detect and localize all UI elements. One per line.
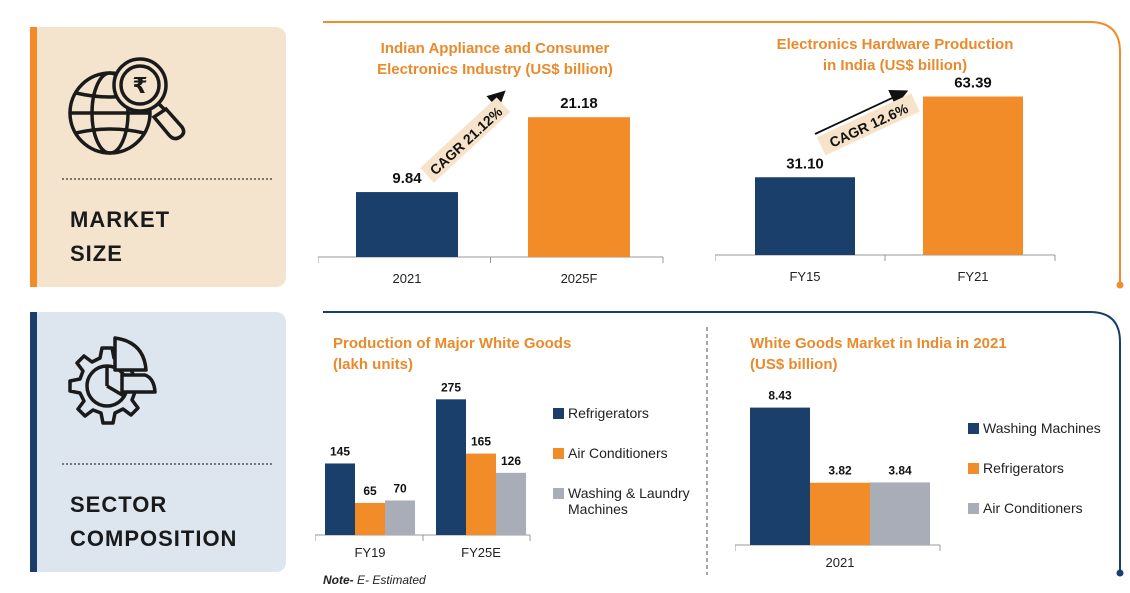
chart3-bar-FY25E-2 [496,472,526,535]
chart1-cagr-group: CAGR 21.12% [420,97,511,183]
chart1-category-label: 2021 [393,271,422,286]
market-divider [62,178,272,180]
chart3-value-label: 145 [330,444,350,458]
chart1-cagr-badge [420,97,511,183]
chart4-bar-2021-0 [750,407,810,545]
sector-composition-panel [30,312,286,572]
legend-label: Refrigerators [983,460,1064,476]
chart3-svg: 145 65 70 FY19 275 165 126 FY25E [315,380,531,560]
globe-rupee-magnifier-icon: ₹ [68,57,186,155]
legend-swatch [553,448,564,459]
svg-text:₹: ₹ [132,73,147,98]
chart3-value-label: 126 [501,454,521,468]
chart2-value-label: 31.10 [786,155,824,172]
chart4-value-label: 8.43 [768,389,792,403]
footnote: Note- E- Estimated [323,573,426,587]
chart4-value-label: 3.82 [828,464,852,478]
chart4-value-label: 3.84 [888,463,912,477]
chart3-title: Production of Major White Goods (lakh un… [333,335,572,373]
chart3-bar-FY19-1 [355,502,385,535]
chart2-svg: 31.10 FY15 63.39 FY21 CAGR 12.6% [715,75,1056,284]
chart3-value-label: 275 [441,380,461,394]
chart3-bar-FY25E-1 [466,453,496,535]
legend-swatch [968,503,979,514]
chart3-value-label: 165 [471,435,491,449]
chart1-value-label: 9.84 [392,170,422,187]
legend-item: Washing & Laundry Machines [553,485,703,517]
market-size-label: MARKET SIZE [70,207,171,266]
chart1-cagr-label: CAGR 21.12% [427,103,506,178]
chart3-category-label: FY25E [461,545,501,560]
chart4-legend: Washing Machines Refrigerators Air Conditi… [968,420,1128,540]
sector-composition-label: SECTOR COMPOSITION [70,492,238,551]
chart1-category-label: 2025F [561,271,598,286]
chart2-cagr-arrow [814,89,909,135]
gear-pie-chart-icon [68,336,157,425]
sector-accent-bar [30,312,37,572]
legend-label: Air Conditioners [983,500,1083,516]
chart4-title: White Goods Market in India in 2021 (US$… [750,335,1007,373]
chart3-legend: Refrigerators Air Conditioners Washing & L… [553,405,703,541]
chart4-bar-2021-2 [870,482,930,545]
legend-label: Washing & Laundry Machines [568,485,690,517]
legend-item: Refrigerators [553,405,703,421]
market-accent-bar [30,27,37,287]
chart1-svg: 9.84 2021 21.18 2025F CAGR 21.12% [318,90,664,286]
chart3-category-label: FY19 [354,545,385,560]
legend-item: Air Conditioners [553,445,703,461]
chart1-bar-2021 [356,192,458,257]
legend-swatch [553,408,564,419]
chart2-category-label: FY21 [957,269,988,284]
chart1-title: Indian Appliance and Consumer Electronic… [377,40,613,78]
chart2-bar-FY21 [923,96,1023,256]
legend-label: Washing Machines [983,420,1101,436]
legend-label: Air Conditioners [568,445,668,461]
chart3-bar-FY19-2 [385,500,415,535]
chart2-cagr-badge [816,93,920,156]
chart3-value-label: 65 [363,484,377,498]
sector-divider [62,463,272,465]
chart2-title: Electronics Hardware Production in India… [776,36,1014,74]
chart4-bar-2021-1 [810,482,870,545]
legend-swatch [968,423,979,434]
chart4-category-label: 2021 [826,555,855,570]
legend-swatch [968,463,979,474]
chart3-bar-FY25E-0 [436,399,466,535]
legend-swatch [553,488,564,499]
chart3-bar-FY19-0 [325,463,355,535]
chart3-value-label: 70 [393,481,407,495]
chart2-value-label: 63.39 [954,75,992,92]
chart2-cagr-group: CAGR 12.6% [816,93,920,156]
chart2-category-label: FY15 [789,269,820,284]
legend-item: Washing Machines [968,420,1128,436]
legend-item: Air Conditioners [968,500,1128,516]
chart2-bar-FY15 [755,177,855,255]
chart1-bar-2025F [528,117,630,257]
chart2-cagr-label: CAGR 12.6% [827,100,911,151]
chart1-value-label: 21.18 [560,95,598,112]
legend-item: Refrigerators [968,460,1128,476]
chart4-svg: 8.43 3.82 3.84 2021 [735,389,941,570]
legend-label: Refrigerators [568,405,649,421]
